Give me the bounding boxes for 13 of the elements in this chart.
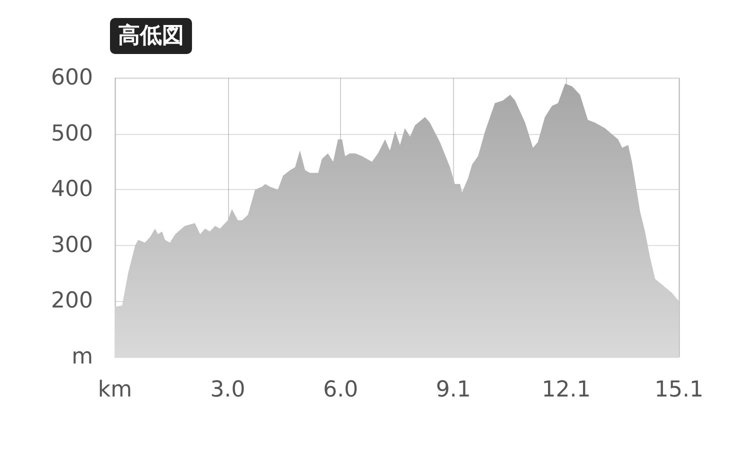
x-tick-label: km [98,378,132,402]
y-tick-label: 300 [51,232,93,258]
y-tick-label: 400 [51,177,93,202]
y-tick-label: 200 [51,288,93,314]
y-tick-label: 600 [51,66,93,90]
x-tick-label: 6.0 [323,378,358,402]
y-tick-label: m [72,344,93,370]
x-tick-label: 12.1 [542,378,591,402]
x-tick-label: 9.1 [436,378,471,402]
y-tick-label: 500 [51,121,93,146]
x-tick-label: 15.1 [654,378,704,402]
chart-title: 高低図 [118,22,184,48]
x-tick-label: 3.0 [210,378,246,402]
